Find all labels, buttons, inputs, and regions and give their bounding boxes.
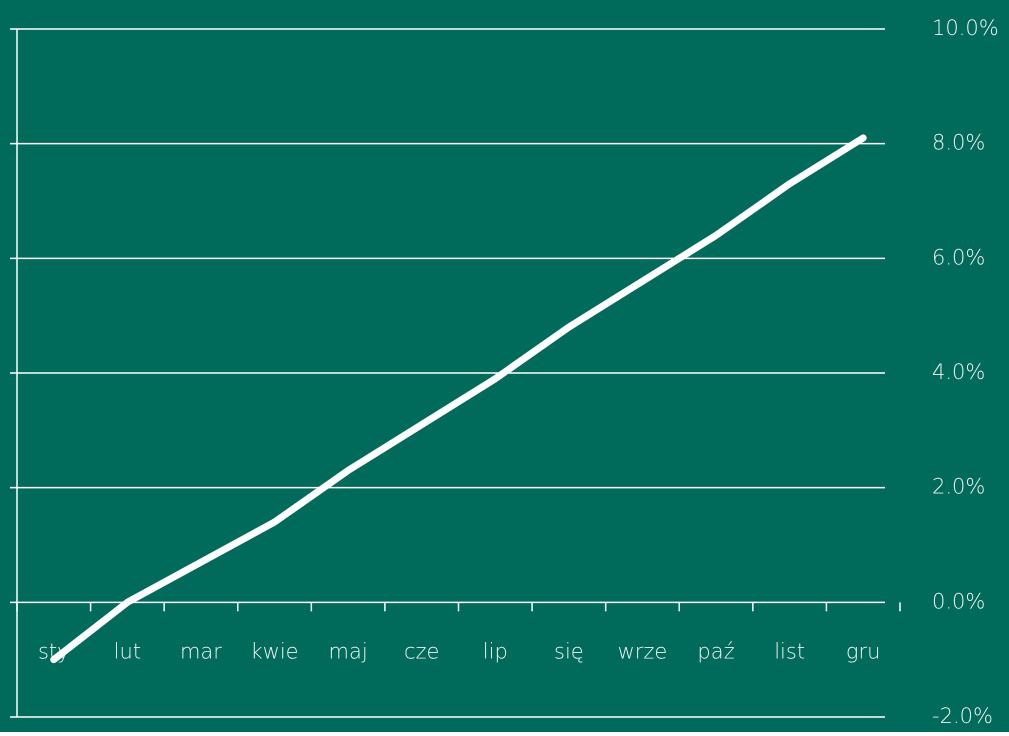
y-tick-label: 0.0%: [932, 589, 985, 613]
x-tick-label: paź: [697, 639, 734, 663]
x-tick-label: wrze: [618, 639, 668, 663]
x-tick-label: maj: [329, 639, 368, 663]
data-line: [50, 134, 867, 664]
y-tick-label: 6.0%: [932, 245, 985, 269]
x-tick-label: cze: [404, 639, 440, 663]
x-tick-label: lip: [483, 639, 508, 663]
x-tick-label: kwie: [250, 639, 298, 663]
y-tick-label: 4.0%: [932, 360, 985, 384]
x-tick-label: mar: [180, 639, 222, 663]
x-tick-label: się: [554, 639, 584, 663]
y-tick-label: 10.0%: [932, 16, 999, 40]
y-tick-label: 2.0%: [932, 475, 985, 499]
x-tick-label: list: [774, 639, 805, 663]
x-tick-label: gru: [846, 639, 881, 663]
x-tick-label: lut: [114, 639, 141, 663]
y-tick-label: 8.0%: [932, 131, 985, 155]
y-tick-label: -2.0%: [932, 704, 993, 728]
